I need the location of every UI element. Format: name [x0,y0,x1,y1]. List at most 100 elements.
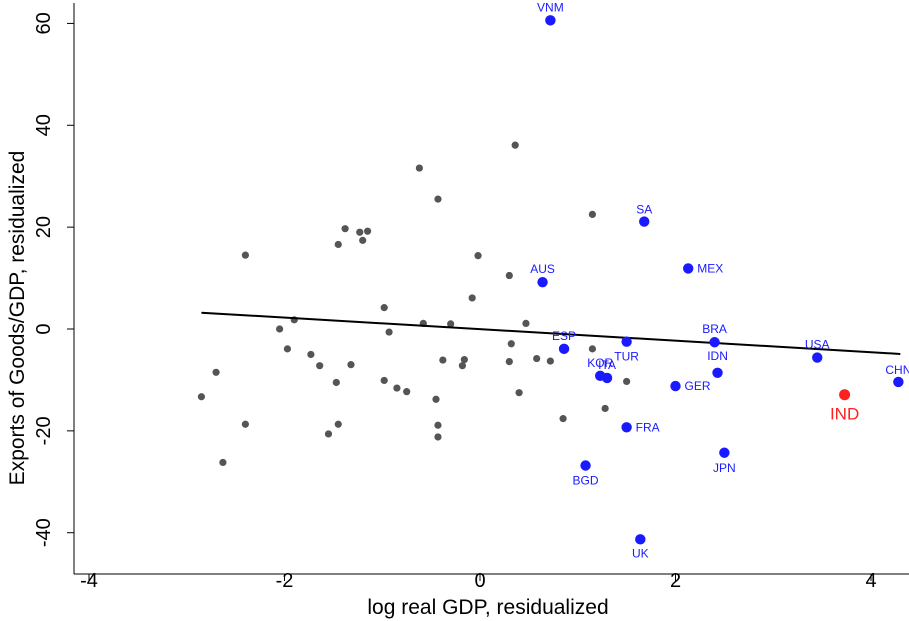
country-point-idn [712,367,723,378]
scatter-point [241,420,249,428]
scatter-point [505,357,513,366]
scatter-point [380,376,388,385]
country-label-bra: BRA [702,322,727,336]
scatter-point [434,421,442,429]
scatter-point [363,227,372,235]
scatter-point [507,340,515,348]
y-tick-label: 0 [33,323,55,334]
scatter-point [432,395,440,403]
scatter-point [522,319,530,327]
country-label-usa: USA [805,338,830,352]
country-point-aus [537,276,548,288]
x-axis-title: log real GDP, residualized [367,596,608,619]
y-tick-label: -40 [33,518,55,547]
country-label-aus: AUS [530,262,555,276]
scatter-point [533,354,541,363]
fit-line [201,311,901,355]
country-point-mex [683,263,694,274]
scatter-point [393,384,401,392]
scatter-point [341,225,349,233]
x-tick-label: -4 [80,570,98,592]
scatter-point [219,458,227,467]
country-point-vnm [545,15,556,26]
scatter-point [511,141,519,149]
country-point-jpn [719,447,730,458]
country-point-chn [893,376,904,388]
y-axis-ticks: -40 -20 0 20 40 60 [33,12,74,547]
scatter-point [347,361,355,369]
scatter-point [334,240,342,249]
x-tick-label: 2 [670,570,681,592]
scatter-point [380,304,388,312]
scatter-point [356,228,364,236]
x-tick-label: 0 [474,570,485,592]
country-point-ita [601,372,613,384]
country-label-kor: KOR [587,356,613,370]
country-label-ger: GER [685,379,711,393]
scatter-point [415,164,423,172]
country-label-mex: MEX [697,261,723,275]
scatter-point [546,357,554,365]
y-tick-label: 60 [33,12,55,34]
other-points-series [197,141,631,467]
country-label-ita: ITA [598,358,616,372]
highlight-point-group: IND [830,389,859,424]
scatter-point [359,236,367,244]
scatter-point [474,252,482,260]
country-point-bra [709,337,720,348]
scatter-point [468,294,476,302]
scatter-point [588,210,597,219]
scatter-point [316,362,324,370]
y-axis-title: Exports of Goods/GDP, residualized [6,151,29,486]
country-label-tur: TUR [614,350,639,364]
scatter-point [505,271,513,280]
country-point-tur [621,336,632,347]
scatter-point [324,430,333,438]
country-label-fra: FRA [636,420,660,434]
country-point-uk [635,534,646,545]
scatter-point [332,378,340,387]
scatter-point [515,389,523,397]
x-tick-label: -2 [276,570,294,592]
country-label-esp: ESP [552,329,576,343]
scatter-point [458,362,467,370]
scatter-point [307,350,315,359]
country-label-uk: UK [632,546,649,560]
scatter-point [241,251,249,259]
x-axis-ticks: -4 -2 0 2 4 [80,570,876,592]
scatter-point [460,355,468,364]
y-tick-label: -20 [33,416,55,445]
country-point-sa [639,216,650,227]
country-point-esp [558,343,570,355]
country-label-bgd: BGD [573,473,599,487]
y-tick-label: 40 [33,114,55,136]
country-point-ger [670,380,681,392]
x-tick-label: 4 [865,570,876,592]
country-label-vnm: VNM [537,0,564,14]
scatter-point [623,377,631,386]
scatter-point [434,433,442,441]
country-label-sa: SA [636,203,652,217]
plot-frame [73,3,909,575]
country-label-idn: IDN [707,349,728,363]
scatter-point [588,345,597,353]
scatter-point [197,393,206,401]
scatter-point [403,388,411,396]
scatter-point [447,320,455,328]
scatter-point [212,368,220,376]
country-label-chn: CHN [885,363,909,377]
country-point-fra [621,422,632,433]
scatter-point [439,356,447,364]
scatter-point [385,328,393,336]
country-label-jpn: JPN [713,461,736,475]
country-point-ind [839,389,851,401]
scatter-point [276,325,284,333]
country-point-usa [812,352,823,363]
scatter-point [334,420,342,428]
country-label-ind: IND [830,405,859,424]
scatter-point [559,415,567,423]
scatter-point [601,404,609,413]
country-point-bgd [580,460,591,471]
